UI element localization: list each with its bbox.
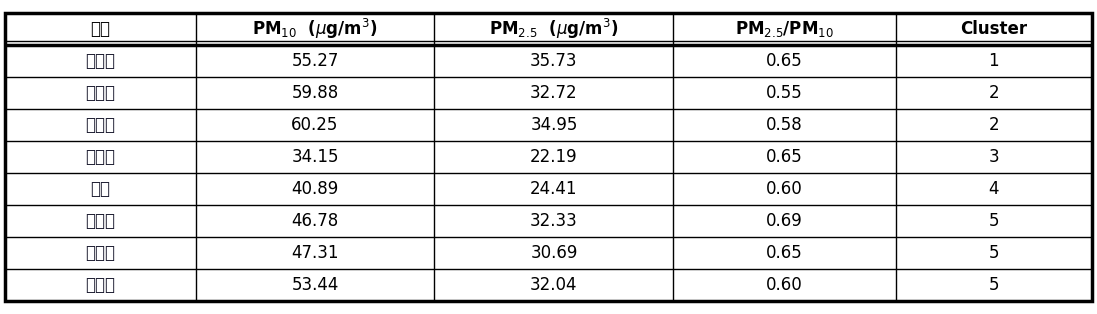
Text: 좌동: 좌동 <box>91 180 111 198</box>
Text: 0.60: 0.60 <box>767 180 803 198</box>
Text: 기장읍: 기장읍 <box>86 148 115 166</box>
Text: 1: 1 <box>988 52 999 70</box>
Text: 59.88: 59.88 <box>292 84 339 102</box>
Text: 광복동: 광복동 <box>86 276 115 295</box>
Text: 35.73: 35.73 <box>530 52 578 70</box>
Text: 40.89: 40.89 <box>292 180 339 198</box>
Text: 3: 3 <box>988 148 999 166</box>
Text: 60.25: 60.25 <box>292 116 339 134</box>
Text: 32.04: 32.04 <box>530 276 578 295</box>
Text: 0.58: 0.58 <box>767 116 803 134</box>
Text: 0.65: 0.65 <box>767 52 803 70</box>
Text: PM$_{10}$  ($\mu$g/m$^3$): PM$_{10}$ ($\mu$g/m$^3$) <box>252 17 377 41</box>
Text: 2: 2 <box>988 84 999 102</box>
Text: 47.31: 47.31 <box>292 244 339 262</box>
Text: PM$_{2.5}$/PM$_{10}$: PM$_{2.5}$/PM$_{10}$ <box>735 19 834 39</box>
Text: 0.60: 0.60 <box>767 276 803 295</box>
Text: 장림동: 장림동 <box>86 84 115 102</box>
Text: 32.33: 32.33 <box>530 212 578 230</box>
Text: 0.55: 0.55 <box>767 84 803 102</box>
Text: 34.95: 34.95 <box>530 116 578 134</box>
Text: 0.65: 0.65 <box>767 244 803 262</box>
Text: 53.44: 53.44 <box>292 276 339 295</box>
Text: 학장동: 학장동 <box>86 52 115 70</box>
Text: 55.27: 55.27 <box>292 52 339 70</box>
Text: 녹산동: 녹산동 <box>86 116 115 134</box>
Text: 24.41: 24.41 <box>530 180 578 198</box>
Text: 5: 5 <box>988 244 999 262</box>
Text: 5: 5 <box>988 212 999 230</box>
Text: 지역: 지역 <box>91 19 111 38</box>
Text: PM$_{2.5}$  ($\mu$g/m$^3$): PM$_{2.5}$ ($\mu$g/m$^3$) <box>489 17 619 41</box>
Text: 0.69: 0.69 <box>767 212 803 230</box>
Text: 명장동: 명장동 <box>86 244 115 262</box>
Text: 22.19: 22.19 <box>530 148 578 166</box>
Text: 32.72: 32.72 <box>530 84 578 102</box>
Text: 5: 5 <box>988 276 999 295</box>
Text: 연산동: 연산동 <box>86 212 115 230</box>
Text: 46.78: 46.78 <box>292 212 339 230</box>
Text: 34.15: 34.15 <box>292 148 339 166</box>
Text: 2: 2 <box>988 116 999 134</box>
Text: 4: 4 <box>988 180 999 198</box>
Text: 30.69: 30.69 <box>530 244 578 262</box>
Text: 0.65: 0.65 <box>767 148 803 166</box>
Text: Cluster: Cluster <box>960 19 1027 38</box>
